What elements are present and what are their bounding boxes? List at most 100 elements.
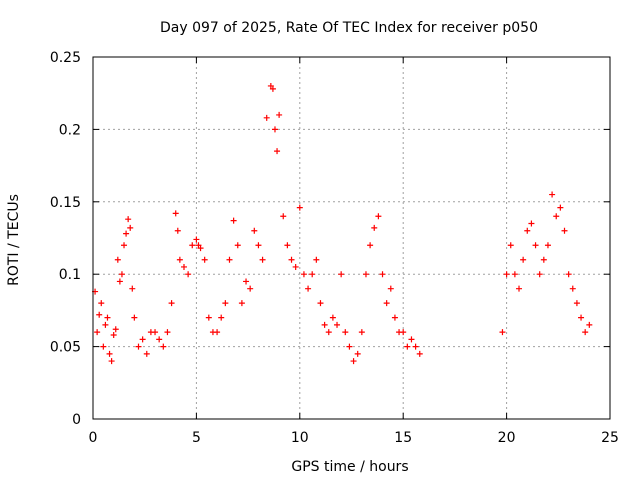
data-point [383,300,390,307]
data-point [288,256,295,263]
data-point [338,271,345,278]
data-point [127,224,134,231]
data-point [300,271,307,278]
x-tick-label: 10 [291,430,309,446]
data-point [284,242,291,249]
data-point [135,343,142,350]
data-point [416,350,423,357]
data-point [516,285,523,292]
data-point [379,271,386,278]
data-point [121,242,128,249]
y-tick-label: 0 [72,412,81,428]
data-point [375,213,382,220]
chart-title: Day 097 of 2025, Rate Of TEC Index for r… [160,20,538,36]
data-point [96,311,103,318]
plot-frame [92,56,611,420]
data-point [507,242,514,249]
y-tick-label: 0.1 [59,267,81,283]
y-tick-label: 0.05 [50,340,81,356]
y-tick-label: 0.25 [50,50,81,66]
data-point [400,329,407,336]
x-tick-label: 20 [498,430,516,446]
y-tick-label: 0.15 [50,195,81,211]
data-point [371,224,378,231]
data-point [408,336,415,343]
data-point [573,300,580,307]
data-point [185,271,192,278]
data-point [292,263,299,270]
data-point [346,343,353,350]
data-point [118,271,125,278]
data-point [391,314,398,321]
data-point [569,285,576,292]
data-point [305,285,312,292]
data-point [387,285,394,292]
data-points [92,82,593,365]
data-point [329,314,336,321]
data-point [354,350,361,357]
data-point [520,256,527,263]
data-point [553,213,560,220]
data-point [243,278,250,285]
data-point [582,329,589,336]
data-point [160,343,167,350]
data-point [214,329,221,336]
data-point [174,227,181,234]
data-point [263,114,270,121]
data-point [404,343,411,350]
data-point [180,263,187,270]
data-point [296,204,303,211]
data-point [168,300,175,307]
data-point [276,111,283,118]
data-point [536,271,543,278]
grid [93,57,610,419]
data-point [271,126,278,133]
data-point [125,216,132,223]
data-point [540,256,547,263]
data-point [313,256,320,263]
data-point [222,300,229,307]
data-point [201,256,208,263]
data-point [503,271,510,278]
data-point [367,242,374,249]
y-tick-labels: 0 0.05 0.1 0.15 0.2 0.25 [50,50,81,428]
data-point [317,300,324,307]
data-point [234,242,241,249]
data-point [549,191,556,198]
data-point [116,278,123,285]
data-point [164,329,171,336]
data-point [98,300,105,307]
data-point [108,358,115,365]
data-point [350,358,357,365]
x-axis-label: GPS time / hours [291,459,408,475]
data-point [362,271,369,278]
data-point [247,285,254,292]
data-point [251,227,258,234]
tick-marks [92,56,611,420]
x-tick-label: 25 [601,430,619,446]
data-point [274,148,281,155]
data-point [230,217,237,224]
data-point [102,321,109,328]
data-point [123,230,130,237]
data-point [544,242,551,249]
data-point [131,314,138,321]
data-point [334,321,341,328]
x-tick-label: 5 [192,430,201,446]
data-point [511,271,518,278]
data-point [139,336,146,343]
x-tick-label: 0 [89,430,98,446]
data-point [100,343,107,350]
data-point [280,213,287,220]
data-point [114,256,121,263]
y-axis-label: ROTI / TECUs [6,194,22,286]
x-tick-labels: 0 5 10 15 20 25 [89,430,619,446]
data-point [524,227,531,234]
data-point [532,242,539,249]
data-point [358,329,365,336]
data-point [143,350,150,357]
data-point [189,242,196,249]
data-point [259,256,266,263]
data-point [152,329,159,336]
